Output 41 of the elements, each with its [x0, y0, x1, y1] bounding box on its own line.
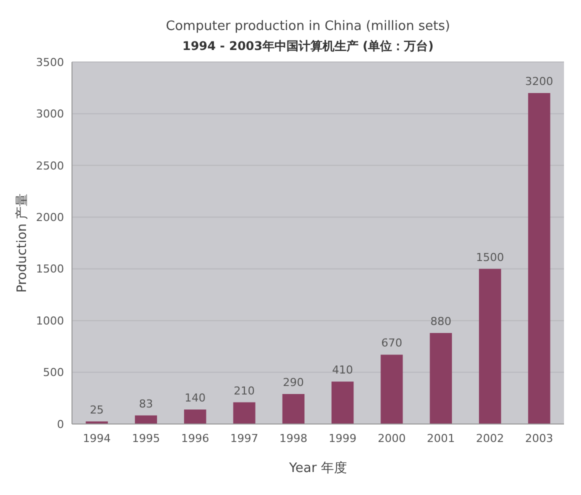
y-axis-title: Production 产量	[15, 193, 30, 293]
bar	[282, 394, 304, 424]
x-tick-label: 1995	[132, 432, 160, 445]
bar	[184, 410, 206, 424]
y-tick-label: 2000	[36, 210, 64, 224]
bar	[430, 332, 452, 424]
y-tick-label: 1000	[36, 314, 64, 328]
data-label: 140	[184, 392, 206, 405]
data-label: 670	[381, 336, 402, 350]
x-tick-label: 2002	[476, 432, 504, 445]
y-tick-label: 1500	[36, 262, 64, 276]
bar	[233, 402, 256, 424]
x-tick-label: 2003	[525, 432, 554, 445]
x-tick-label: 2001	[426, 432, 455, 445]
x-axis-title: Year 年度	[288, 460, 347, 476]
x-tick-label: 1996	[181, 432, 210, 445]
x-tick-label: 1999	[328, 432, 357, 445]
y-tick-label: 0	[57, 418, 64, 431]
data-label: 83	[138, 397, 153, 410]
data-label: 290	[282, 376, 304, 390]
x-tick-label: 1994	[82, 432, 111, 445]
bar	[332, 382, 354, 424]
bar	[478, 268, 502, 424]
data-label: 210	[234, 384, 255, 398]
y-tick-label: 2500	[36, 159, 64, 172]
data-label: 1500	[476, 250, 504, 264]
y-tick-label: 3500	[36, 56, 64, 69]
bar	[528, 93, 550, 424]
bar	[380, 354, 403, 424]
data-label: 3200	[525, 75, 554, 88]
y-tick-label: 500	[43, 366, 64, 380]
data-label: 880	[430, 314, 452, 328]
x-tick-label: 2000	[378, 432, 406, 445]
chart-title: Computer production in China (million sets)	[166, 19, 450, 34]
y-tick-label: 3000	[36, 108, 64, 121]
chart-subtitle: 1994 - 2003年中国计算机生产 (单位：万台)	[182, 39, 434, 53]
bar	[134, 415, 158, 424]
x-tick-label: 1998	[279, 432, 308, 445]
data-label: 25	[90, 403, 104, 416]
x-tick-label: 1997	[230, 432, 258, 445]
data-label: 410	[332, 364, 354, 377]
